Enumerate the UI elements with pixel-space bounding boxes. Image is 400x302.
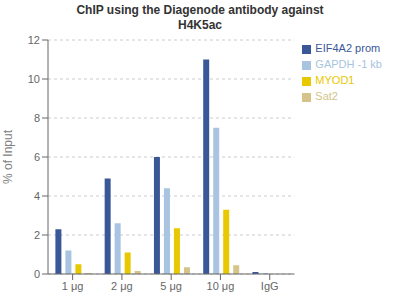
html-text:Sat2: Sat2 [315,90,338,102]
svg-text:1 μg: 1 μg [62,280,84,292]
svg-text:% of Input: % of Input [8,129,15,184]
svg-text:8: 8 [34,112,40,124]
html-text:ChIP using the Diagenode antib: ChIP using the Diagenode antibody agains… [76,3,324,17]
svg-text:10: 10 [28,73,40,85]
svg-text:12: 12 [28,34,40,46]
svg-text:0: 0 [34,268,40,280]
html-text:H4K5ac: H4K5ac [178,18,222,32]
html-text:GAPDH -1 kb: GAPDH -1 kb [315,58,382,70]
svg-text:6: 6 [34,151,40,163]
svg-text:2: 2 [34,229,40,241]
html-text:EIF4A2 prom: EIF4A2 prom [315,42,381,54]
svg-text:5 μg: 5 μg [160,280,182,292]
svg-text:2 μg: 2 μg [111,280,133,292]
svg-text:IgG: IgG [261,280,279,292]
html-text:MYOD1: MYOD1 [315,74,355,86]
svg-text:4: 4 [34,190,40,202]
svg-text:10 μg: 10 μg [207,280,235,292]
